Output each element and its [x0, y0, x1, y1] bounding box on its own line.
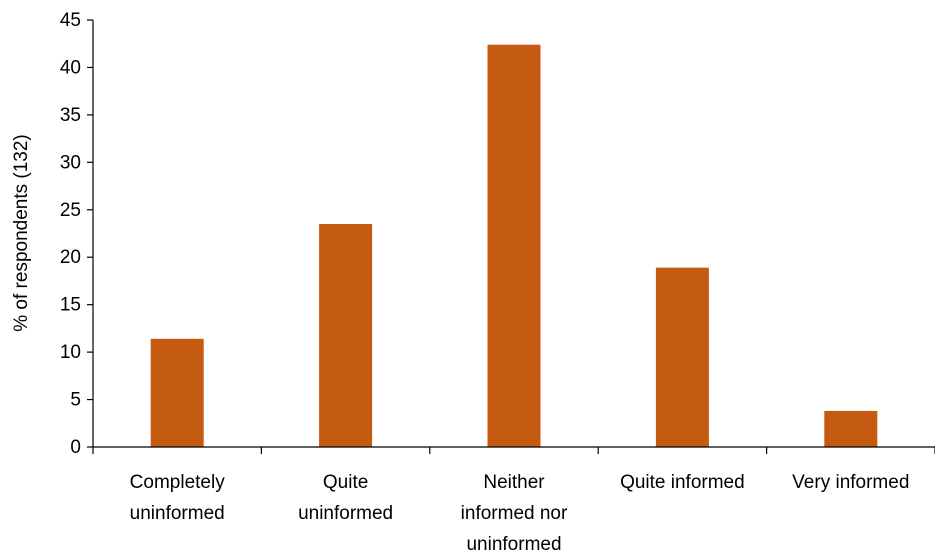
category-label-line: uninformed	[466, 534, 561, 555]
y-axis-title-group: % of respondents (132)	[11, 134, 32, 332]
category-label-2: Quite uninformed	[298, 472, 393, 524]
bars	[150, 44, 878, 447]
y-tick-label: 40	[60, 57, 81, 78]
bar-3	[487, 44, 541, 447]
y-tick-label: 35	[60, 105, 81, 126]
category-label-line: Very informed	[792, 472, 909, 493]
category-label-5: Very informed	[792, 472, 909, 493]
bar-1	[150, 338, 204, 447]
category-label-line: Neither	[483, 472, 545, 493]
y-tick-label: 0	[70, 437, 81, 458]
y-tick-label: 25	[60, 200, 81, 221]
y-axis-ticks: 0 5 10 15 20 25 30 35 40 45	[60, 10, 93, 458]
category-label-3: Neither informed nor uninformed	[461, 472, 568, 555]
x-axis-ticks	[92, 447, 935, 454]
y-axis-title: % of respondents (132)	[11, 134, 32, 332]
y-tick-label: 20	[60, 247, 81, 268]
category-label-line: uninformed	[130, 503, 225, 524]
y-tick-label: 5	[70, 390, 81, 411]
category-label-1: Completely uninformed	[130, 472, 226, 524]
bar-5	[824, 410, 878, 447]
category-label-line: Quite	[323, 472, 368, 493]
y-tick-label: 10	[60, 342, 81, 363]
category-label-line: Quite informed	[620, 472, 745, 493]
category-label-4: Quite informed	[620, 472, 745, 493]
y-tick-label: 15	[60, 295, 81, 316]
y-tick-label: 45	[60, 10, 81, 31]
category-label-line: informed nor	[461, 503, 568, 524]
category-label-line: Completely	[130, 472, 226, 493]
bar-2	[319, 224, 373, 447]
bar-4	[655, 267, 709, 447]
y-tick-label: 30	[60, 152, 81, 173]
category-label-line: uninformed	[298, 503, 393, 524]
